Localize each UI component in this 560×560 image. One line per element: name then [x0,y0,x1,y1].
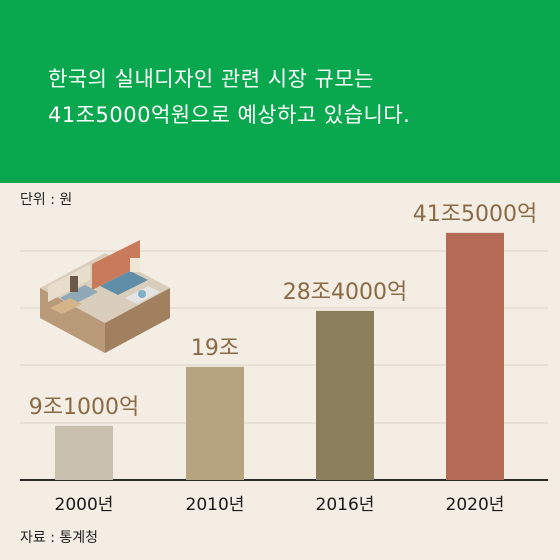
x-tick-label-3: 2020년 [446,495,505,515]
source-label: 자료 : 통계청 [20,530,99,546]
unit-label: 단위 : 원 [20,192,73,208]
interior-house-illustration [40,240,170,353]
bar-2 [316,310,374,480]
x-tick-label-1: 2010년 [186,495,245,515]
banner-line-2: 41조5000억원으로 예상하고 있습니다. [48,103,411,127]
bar-3 [446,232,504,480]
data-label-3: 41조5000억 [413,202,537,227]
x-tick-label-0: 2000년 [55,495,114,515]
data-label-0: 9조1000억 [29,395,139,420]
header-banner: 한국의 실내디자인 관련 시장 규모는 41조5000억원으로 예상하고 있습니… [0,0,560,183]
x-tick-label-2: 2016년 [316,495,375,515]
bar-0 [55,425,113,480]
bar-1 [186,366,244,480]
banner-line-1: 한국의 실내디자인 관련 시장 규모는 [48,67,374,91]
data-label-1: 19조 [191,336,239,361]
data-label-2: 28조4000억 [283,280,407,305]
